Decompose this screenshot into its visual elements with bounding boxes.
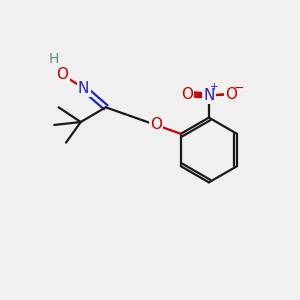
Text: O: O [150, 118, 162, 133]
Text: O: O [56, 68, 68, 82]
Text: N: N [78, 81, 89, 96]
Text: +: + [210, 82, 218, 92]
Text: H: H [49, 52, 59, 66]
Text: O: O [225, 87, 237, 102]
Text: N: N [203, 88, 214, 103]
Text: −: − [234, 82, 244, 95]
Text: O: O [181, 87, 193, 102]
